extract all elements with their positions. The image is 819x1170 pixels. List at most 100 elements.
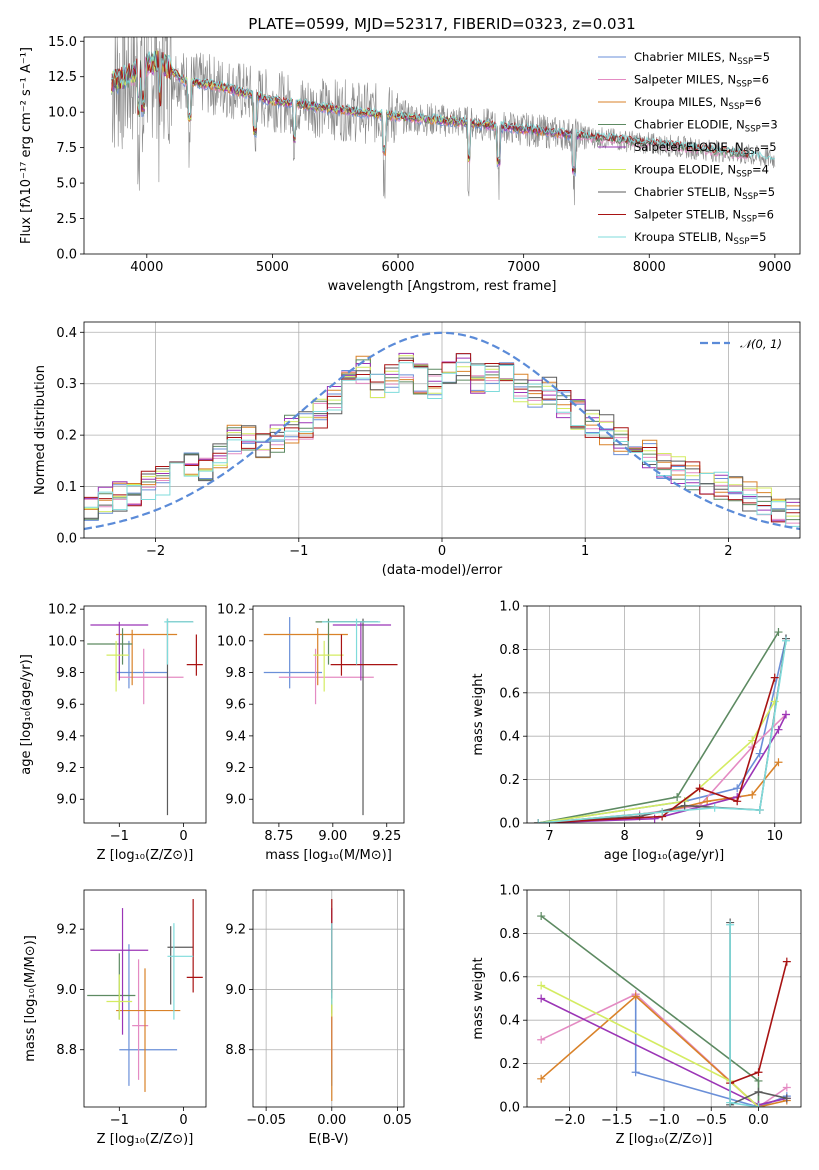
legend-label: Chabrier ELODIE, NSSP=3: [634, 118, 778, 135]
x-tick-label: 0.0: [748, 1113, 769, 1128]
y-tick-label: 8.8: [56, 1043, 77, 1058]
x-tick-label: −1: [289, 544, 308, 559]
weight-marker: [748, 790, 757, 799]
x-tick-label: 0.05: [383, 1113, 412, 1128]
weight-marker: [733, 784, 742, 793]
spectrum-axes: 4000 5000 6000 7000 8000 9000 0.0 2.5 5.0 7.5 10.0…: [19, 35, 801, 294]
axes-frame: [526, 605, 802, 824]
legend-label: Kroupa ELODIE, NSSP=4: [634, 163, 769, 180]
x-tick-label: 8000: [633, 260, 666, 275]
massweight-vs-age-axes: 7 8 9 10 0.0 0.2 0.4 0.6 0.8 1.0 age [log₁₀(age/yr…: [471, 600, 802, 863]
y-tick-label: 8.8: [225, 1043, 246, 1058]
x-tick-label: −1: [110, 1113, 129, 1128]
plot-area: [537, 912, 791, 1107]
weight-marker: [782, 957, 791, 966]
y-tick-label: 9.2: [56, 923, 77, 938]
weight-marker: [631, 1068, 640, 1077]
y-tick-label: 0.6: [499, 686, 520, 701]
x-tick-label: 9.00: [318, 829, 347, 844]
weight-series-9: [729, 924, 759, 1107]
y-tick-label: 9.0: [56, 793, 77, 808]
axes-frame: [83, 605, 207, 824]
weight-marker: [631, 992, 640, 1001]
weight-marker: [537, 994, 546, 1003]
weight-marker: [770, 697, 779, 706]
y-axis-label: mass weight: [471, 957, 486, 1039]
legend-label: Chabrier STELIB, NSSP=5: [634, 185, 775, 202]
axes-frame: [83, 889, 207, 1108]
y-tick-label: 0.8: [499, 643, 520, 658]
weight-marker: [534, 819, 543, 823]
y-tick-label: 0.4: [499, 730, 520, 745]
y-tick-label: 1.0: [499, 884, 520, 899]
weight-marker: [754, 1087, 763, 1096]
y-tick-label: 0.4: [56, 326, 77, 341]
weight-marker: [755, 749, 764, 758]
x-tick-label: −0.5: [695, 1113, 727, 1128]
x-axis-label: (data-model)/error: [382, 563, 503, 578]
age-vs-metallicity-axes: −1 0 9.0 9.2 9.4 9.6 9.8 10.0 10.2 Z [log₁₀(Z/Z⊙)…: [19, 603, 207, 863]
weight-marker: [782, 1094, 791, 1103]
weight-marker: [673, 792, 682, 801]
y-tick-label: 0.3: [56, 377, 77, 392]
y-axis-label: age [log₁₀(age/yr)]: [19, 654, 34, 775]
weight-marker: [537, 981, 546, 990]
y-tick-label: 10.2: [217, 603, 246, 618]
weight-marker: [537, 1074, 546, 1083]
gaussian-curve: [84, 331, 800, 531]
y-axis-label: mass [log₁₀(M/M⊙)]: [23, 935, 38, 1062]
y-tick-label: 0.2: [499, 773, 520, 788]
y-axis-label: mass weight: [471, 673, 486, 755]
observed-spectrum: [111, 37, 776, 206]
x-tick-label: 9000: [758, 260, 791, 275]
y-tick-label: 0.2: [56, 429, 77, 444]
y-tick-label: 9.8: [225, 666, 246, 681]
y-tick-label: 0.8: [499, 927, 520, 942]
x-tick-label: 2: [724, 544, 732, 559]
weight-marker: [537, 912, 546, 921]
y-tick-label: 0.4: [499, 1014, 520, 1029]
y-tick-label: 12.5: [48, 70, 77, 85]
x-tick-label: −1.0: [648, 1113, 680, 1128]
y-tick-label: 9.2: [225, 761, 246, 776]
x-tick-label: 9: [696, 829, 704, 844]
y-tick-label: 9.8: [56, 666, 77, 681]
x-axis-label: Z [log₁₀(Z/Z⊙)]: [97, 848, 194, 863]
weight-series-4: [538, 631, 780, 823]
x-axis-label: Z [log₁₀(Z/Z⊙)]: [97, 1132, 194, 1147]
y-tick-label: 2.5: [56, 212, 77, 227]
x-tick-label: −2.0: [554, 1113, 586, 1128]
y-axis-label: Normed distribution: [33, 365, 48, 495]
weight-marker: [710, 803, 719, 812]
weight-marker: [733, 797, 742, 806]
plot-area: [534, 628, 790, 823]
legend-label: Salpeter STELIB, NSSP=6: [634, 208, 774, 225]
weight-marker: [726, 920, 735, 929]
legend-label: Kroupa MILES, NSSP=6: [634, 95, 761, 112]
x-tick-label: −1: [110, 829, 129, 844]
plot-area: [87, 618, 203, 816]
weight-series-6: [538, 701, 776, 823]
weight-marker: [754, 1076, 763, 1085]
axes-frame: [526, 889, 802, 1108]
y-tick-label: 0.1: [56, 480, 77, 495]
y-tick-label: 10.0: [48, 634, 77, 649]
axes-frame: [83, 321, 801, 539]
y-tick-label: 10.0: [48, 106, 77, 121]
x-tick-label: −0.05: [246, 1113, 286, 1128]
spectrum-title: PLATE=0599, MJD=52317, FIBERID=0323, z=0…: [248, 15, 635, 33]
weight-marker: [781, 710, 790, 719]
x-tick-label: 0: [179, 829, 187, 844]
weight-marker: [726, 1098, 735, 1107]
x-tick-label: 0: [179, 1113, 187, 1128]
plot-area: [263, 617, 398, 816]
weight-marker: [650, 814, 659, 823]
x-tick-label: 0.00: [317, 1113, 346, 1128]
model-spectrum-9: [111, 51, 776, 169]
x-tick-label: 5000: [256, 260, 289, 275]
y-tick-label: 10.0: [217, 634, 246, 649]
y-tick-label: 9.6: [56, 698, 77, 713]
x-tick-label: 7: [545, 829, 553, 844]
y-tick-label: 9.0: [225, 983, 246, 998]
